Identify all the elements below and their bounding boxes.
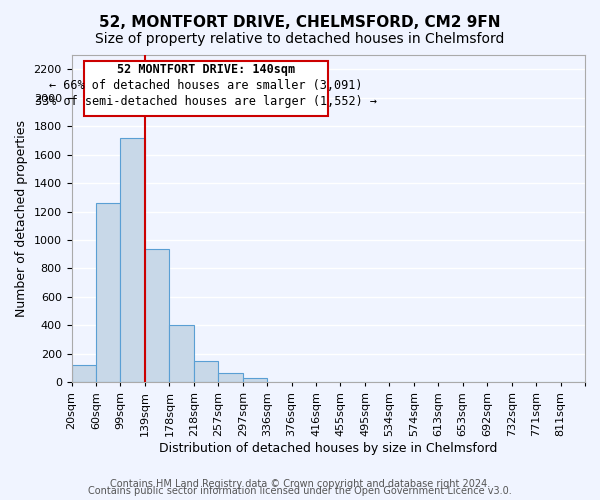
Bar: [194, 361, 218, 382]
Text: Size of property relative to detached houses in Chelmsford: Size of property relative to detached ho…: [95, 32, 505, 46]
Bar: [84, 60, 328, 116]
Bar: [71, 365, 96, 382]
Text: 33% of semi-detached houses are larger (1,552) →: 33% of semi-detached houses are larger (…: [35, 96, 377, 108]
Bar: [169, 326, 194, 382]
Text: ← 66% of detached houses are smaller (3,091): ← 66% of detached houses are smaller (3,…: [49, 79, 363, 92]
Text: 52, MONTFORT DRIVE, CHELMSFORD, CM2 9FN: 52, MONTFORT DRIVE, CHELMSFORD, CM2 9FN: [99, 15, 501, 30]
Bar: [145, 248, 169, 382]
Text: 52 MONTFORT DRIVE: 140sqm: 52 MONTFORT DRIVE: 140sqm: [117, 62, 295, 76]
Text: Contains public sector information licensed under the Open Government Licence v3: Contains public sector information licen…: [88, 486, 512, 496]
Y-axis label: Number of detached properties: Number of detached properties: [15, 120, 28, 317]
Bar: [242, 378, 267, 382]
Text: Contains HM Land Registry data © Crown copyright and database right 2024.: Contains HM Land Registry data © Crown c…: [110, 479, 490, 489]
Bar: [96, 203, 121, 382]
Bar: [121, 138, 145, 382]
X-axis label: Distribution of detached houses by size in Chelmsford: Distribution of detached houses by size …: [159, 442, 497, 455]
Bar: [218, 373, 242, 382]
